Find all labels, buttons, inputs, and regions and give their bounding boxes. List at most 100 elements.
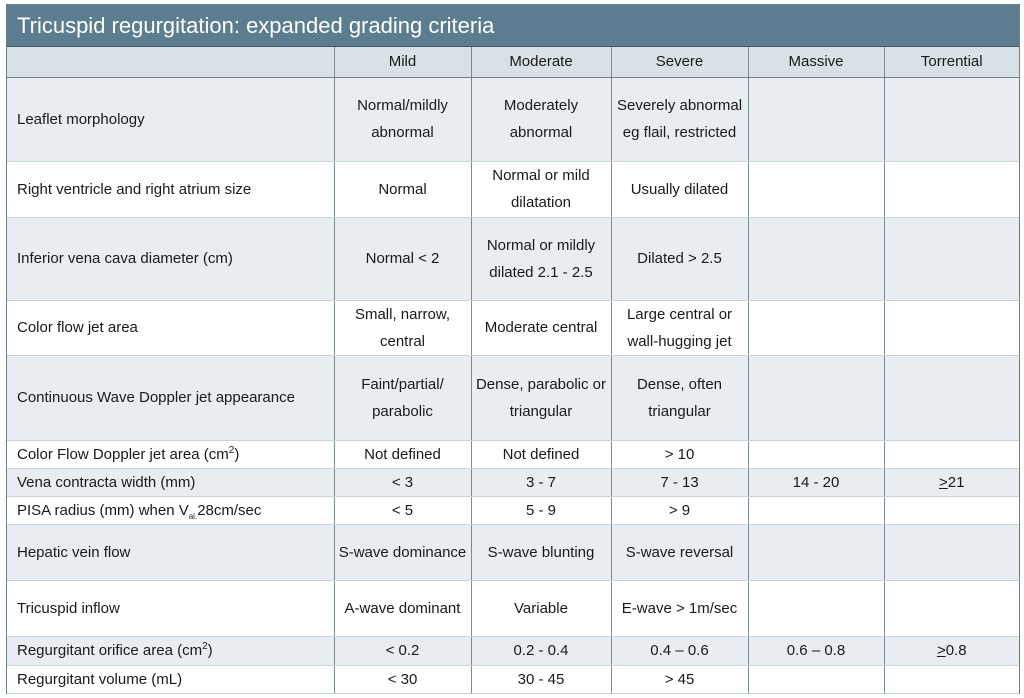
table-row: PISA radius (mm) when Val.28cm/sec < 5 5… <box>7 496 1019 525</box>
header-torrential: Torrential <box>884 47 1019 78</box>
cell-moderate: Normal or mildly dilated 2.1 - 2.5 <box>471 217 612 301</box>
row-label: PISA radius (mm) when Val.28cm/sec <box>7 496 335 525</box>
cell-massive <box>748 665 885 694</box>
cell-mild: Small, narrow, central <box>334 300 472 356</box>
row-label: Vena contracta width (mm) <box>7 468 335 497</box>
row-label: Regurgitant volume (mL) <box>7 665 335 694</box>
label-text: Regurgitant orifice area (cm <box>17 642 203 659</box>
row-label: Regurgitant orifice area (cm2) <box>7 636 335 666</box>
cell-value: 21 <box>947 473 965 491</box>
header-massive: Massive <box>748 47 885 78</box>
cell-moderate: S-wave blunting <box>471 524 612 581</box>
cell-moderate: Not defined <box>471 440 612 469</box>
grading-table: Mild Moderate Severe Massive Torrential … <box>7 47 1019 694</box>
cell-mild: Faint/partial/ parabolic <box>334 355 472 441</box>
cell-moderate: Dense, parabolic or triangular <box>471 355 612 441</box>
table-row: Continuous Wave Doppler jet appearance F… <box>7 355 1019 441</box>
cell-torrential <box>884 580 1019 637</box>
cell-massive <box>748 77 885 162</box>
cell-mild: Normal/mildly abnormal <box>334 77 472 162</box>
cell-mild: S-wave dominance <box>334 524 472 581</box>
cell-massive: 14 - 20 <box>748 468 885 497</box>
row-label: Inferior vena cava diameter (cm) <box>7 217 335 301</box>
cell-massive <box>748 524 885 581</box>
label-end: ) <box>207 642 213 659</box>
cell-moderate: Normal or mild dilatation <box>471 161 612 218</box>
row-label: Leaflet morphology <box>7 77 335 162</box>
header-mild: Mild <box>334 47 472 78</box>
table-row: Regurgitant volume (mL) < 30 30 - 45 > 4… <box>7 665 1019 694</box>
cell-massive <box>748 300 885 356</box>
cell-massive <box>748 355 885 441</box>
cell-massive <box>748 217 885 301</box>
cell-severe: Usually dilated <box>611 161 749 218</box>
label-end: 28cm/sec <box>197 501 262 519</box>
cell-severe: 0.4 – 0.6 <box>611 636 749 666</box>
cell-torrential <box>884 524 1019 581</box>
table-title: Tricuspid regurgitation: expanded gradin… <box>7 5 1019 47</box>
label-superscript: 2 <box>228 444 235 456</box>
table-row: Right ventricle and right atrium size No… <box>7 161 1019 218</box>
row-label: Hepatic vein flow <box>7 524 335 581</box>
row-label: Continuous Wave Doppler jet appearance <box>7 355 335 441</box>
cell-mild: A-wave dominant <box>334 580 472 637</box>
cell-mild: Not defined <box>334 440 472 469</box>
table-frame: Tricuspid regurgitation: expanded gradin… <box>6 4 1020 694</box>
cell-torrential <box>884 440 1019 469</box>
table-row: Leaflet morphology Normal/mildly abnorma… <box>7 77 1019 162</box>
cell-torrential <box>884 355 1019 441</box>
header-empty <box>7 47 335 78</box>
table-row: Regurgitant orifice area (cm2) < 0.2 0.2… <box>7 636 1019 666</box>
cell-torrential <box>884 161 1019 218</box>
label-text: PISA radius (mm) when V <box>17 501 189 519</box>
cell-massive <box>748 580 885 637</box>
cell-torrential: >21 <box>884 468 1019 497</box>
cell-moderate: Moderate central <box>471 300 612 356</box>
cell-severe: > 10 <box>611 440 749 469</box>
cell-severe: > 45 <box>611 665 749 694</box>
cell-torrential <box>884 300 1019 356</box>
cell-massive <box>748 496 885 525</box>
cell-severe: Dense, often triangular <box>611 355 749 441</box>
table-row: Tricuspid inflow A-wave dominant Variabl… <box>7 580 1019 637</box>
label-end: ) <box>234 445 240 463</box>
cell-mild: Normal < 2 <box>334 217 472 301</box>
cell-severe: Dilated > 2.5 <box>611 217 749 301</box>
cell-torrential: >0.8 <box>884 636 1019 666</box>
header-severe: Severe <box>611 47 749 78</box>
gte-symbol: > <box>939 473 948 491</box>
cell-severe: 7 - 13 <box>611 468 749 497</box>
cell-torrential <box>884 77 1019 162</box>
cell-mild: Normal <box>334 161 472 218</box>
table-row: Inferior vena cava diameter (cm) Normal … <box>7 217 1019 301</box>
cell-severe: > 9 <box>611 496 749 525</box>
cell-moderate: 0.2 - 0.4 <box>471 636 612 666</box>
table-row: Color flow jet area Small, narrow, centr… <box>7 300 1019 356</box>
cell-value: 0.8 <box>945 642 967 659</box>
cell-moderate: 5 - 9 <box>471 496 612 525</box>
cell-mild: < 5 <box>334 496 472 525</box>
table-row: Vena contracta width (mm) < 3 3 - 7 7 - … <box>7 468 1019 497</box>
cell-massive: 0.6 – 0.8 <box>748 636 885 666</box>
cell-torrential <box>884 665 1019 694</box>
label-subscript: al. <box>188 511 198 521</box>
cell-massive <box>748 440 885 469</box>
row-label: Tricuspid inflow <box>7 580 335 637</box>
cell-torrential <box>884 217 1019 301</box>
cell-moderate: 30 - 45 <box>471 665 612 694</box>
cell-severe: S-wave reversal <box>611 524 749 581</box>
cell-massive <box>748 161 885 218</box>
row-label: Color flow jet area <box>7 300 335 356</box>
cell-mild: < 30 <box>334 665 472 694</box>
cell-torrential <box>884 496 1019 525</box>
label-text: Color Flow Doppler jet area (cm <box>17 445 229 463</box>
cell-severe: Large central or wall-hugging jet <box>611 300 749 356</box>
cell-mild: < 3 <box>334 468 472 497</box>
table-row: Hepatic vein flow S-wave dominance S-wav… <box>7 524 1019 581</box>
cell-severe: E-wave > 1m/sec <box>611 580 749 637</box>
label-superscript: 2 <box>202 641 208 652</box>
cell-moderate: Variable <box>471 580 612 637</box>
cell-moderate: 3 - 7 <box>471 468 612 497</box>
header-moderate: Moderate <box>471 47 612 78</box>
table-row: Color Flow Doppler jet area (cm2) Not de… <box>7 440 1019 469</box>
